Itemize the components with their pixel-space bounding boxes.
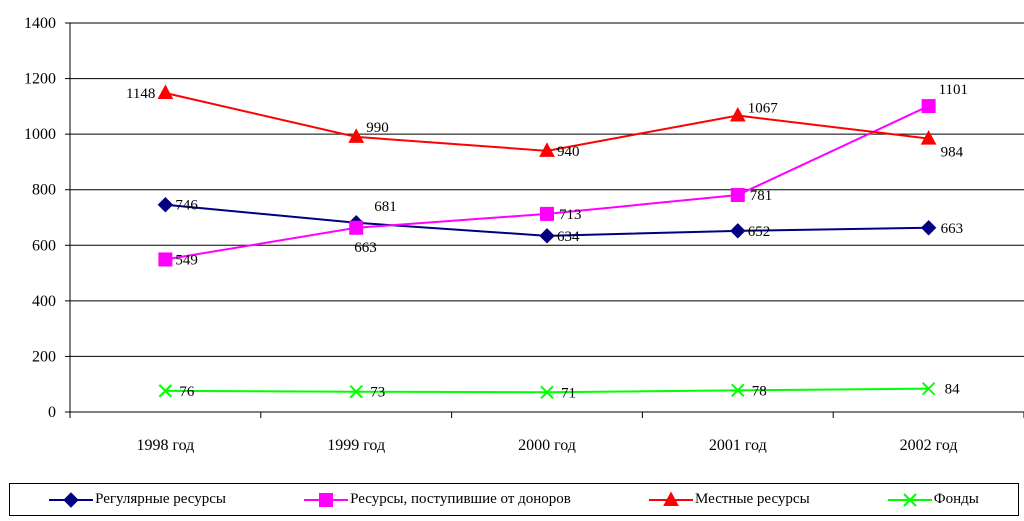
legend-marker (319, 492, 334, 507)
legend-swatch (887, 492, 932, 507)
legend-item: Местные ресурсы (649, 490, 810, 510)
x-tick-label: 2001 год (709, 437, 767, 454)
legend-label: Фонды (933, 491, 979, 507)
legend-item: Фонды (887, 490, 979, 510)
y-tick-label: 600 (32, 237, 56, 254)
data-label: 76 (179, 384, 195, 400)
data-label: 73 (370, 385, 385, 401)
y-tick-label: 1200 (24, 71, 56, 88)
marker-stroke (903, 492, 917, 507)
data-point (920, 220, 937, 236)
y-tick-label: 800 (32, 182, 56, 199)
legend-item: Регулярные ресурсы (49, 490, 226, 510)
data-point (729, 106, 746, 122)
marker-stroke (158, 384, 173, 398)
legend-label: Регулярные ресурсы (95, 491, 226, 507)
data-point (921, 99, 936, 114)
data-point (539, 142, 555, 157)
data-point (539, 228, 555, 244)
x-tick-label: 1998 год (136, 437, 194, 454)
data-point (730, 187, 745, 202)
data-label: 663 (354, 240, 377, 256)
data-point (540, 385, 554, 399)
data-point (158, 384, 173, 398)
data-label: 681 (374, 199, 397, 215)
y-tick-label: 1400 (24, 15, 56, 32)
legend-swatch (49, 491, 94, 508)
data-label: 652 (748, 224, 771, 240)
legend: Регулярные ресурсы Ресурсы, поступившие о… (9, 483, 1019, 516)
series-1: 746 681 634 652 663 (157, 197, 964, 245)
data-label: 1101 (939, 82, 968, 98)
legend-label: Местные ресурсы (695, 491, 810, 507)
data-label: 940 (557, 144, 580, 160)
y-tick-label: 0 (48, 404, 56, 421)
legend-swatch (649, 490, 694, 506)
x-tick-label: 1999 год (327, 437, 385, 454)
data-point (157, 197, 174, 213)
legend-swatch (304, 492, 349, 507)
marker-stroke (349, 385, 363, 399)
data-label: 663 (941, 221, 964, 237)
y-tick-label: 400 (32, 293, 56, 310)
data-point (349, 385, 363, 399)
data-label: 84 (945, 382, 961, 398)
series-3: 1148 990 940 1067 984 (126, 84, 964, 161)
data-point (157, 84, 174, 100)
data-point (158, 252, 173, 267)
legend-marker (903, 492, 917, 507)
series-4: 76 73 71 78 84 (158, 381, 961, 401)
data-label: 1148 (126, 86, 155, 102)
data-point (730, 223, 746, 239)
data-label: 746 (175, 198, 198, 214)
marker-stroke (921, 381, 936, 396)
data-point (731, 383, 745, 398)
legend-marker (63, 491, 79, 508)
data-point (540, 206, 554, 221)
data-point (349, 220, 364, 235)
y-tick-label: 200 (32, 348, 56, 365)
data-point (348, 128, 365, 143)
data-label: 990 (366, 120, 389, 136)
series-2: 549 663 713 781 1101 (158, 82, 968, 268)
series-line (165, 92, 929, 152)
data-label: 984 (941, 145, 964, 161)
x-tick-label: 2002 год (900, 437, 958, 454)
data-label: 713 (559, 207, 582, 223)
y-tick-label: 1000 (24, 126, 56, 143)
data-label: 71 (561, 385, 576, 401)
x-tick-label: 2000 год (518, 437, 576, 454)
data-label: 781 (750, 188, 773, 204)
data-point (920, 130, 937, 145)
legend-marker (663, 490, 679, 506)
legend-label: Ресурсы, поступившие от доноров (350, 491, 571, 507)
data-label: 549 (175, 252, 198, 268)
legend-item: Ресурсы, поступившие от доноров (304, 490, 571, 510)
marker-stroke (731, 383, 745, 398)
data-label: 1067 (748, 101, 779, 117)
data-label: 78 (752, 383, 767, 399)
marker-stroke (540, 385, 554, 399)
data-point (921, 381, 936, 396)
data-label: 634 (557, 229, 580, 245)
